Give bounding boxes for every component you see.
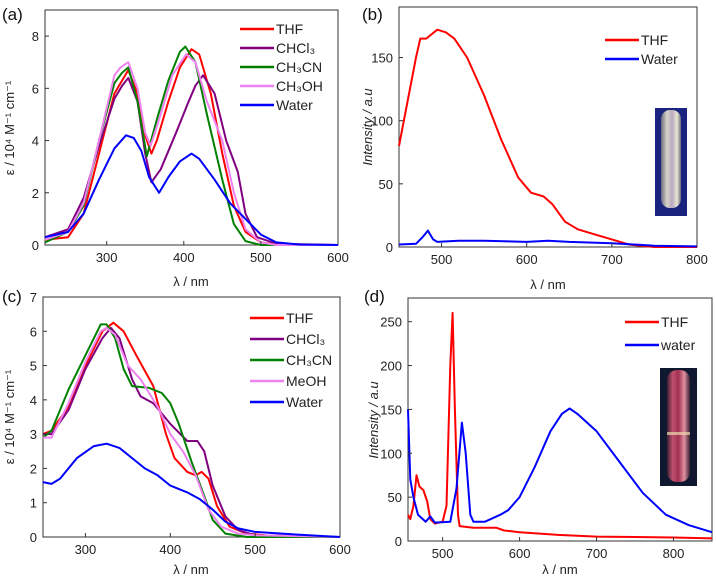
y-tick-label: 200 — [380, 359, 402, 374]
legend-label: CH₃CN — [286, 352, 332, 368]
y-tick-label: 6 — [32, 81, 39, 96]
series-line-chcl — [44, 74, 339, 246]
x-tick-label: 400 — [159, 542, 181, 557]
x-tick-label: 300 — [96, 250, 118, 265]
series-line-choh — [44, 53, 338, 246]
y-tick-label: 0 — [32, 238, 39, 253]
legend-label: Water — [286, 394, 323, 410]
x-tick-label: 300 — [75, 542, 97, 557]
legend-label: Water — [276, 97, 313, 113]
y-tick-label: 50 — [379, 177, 393, 192]
y-tick-label: 2 — [30, 461, 37, 476]
chart-panel-d: THF water 500 600 700 800 0 50 100 150 200 250 (d) λ … — [364, 287, 713, 577]
y-axis-label: Intensity / a.u — [360, 88, 375, 165]
y-tick-label: 4 — [32, 134, 39, 149]
legend-label: Water — [641, 51, 678, 67]
panel-label: (a) — [2, 5, 23, 24]
series-line-chcn — [44, 45, 338, 246]
legend-label: THF — [641, 32, 668, 48]
x-axis-label: λ / nm — [173, 562, 208, 577]
x-tick-label: 500 — [250, 250, 272, 265]
y-tick-label: 3 — [30, 427, 37, 442]
y-tick-label: 250 — [380, 315, 402, 330]
plot-frame — [42, 296, 341, 538]
x-tick-label: 600 — [327, 250, 349, 265]
chart-panel-a: THF CHCl₃ CH₃CN CH₃OH Water 300 400 500 600 0 2 4 6 8… — [2, 5, 349, 289]
series-line-water — [42, 442, 341, 538]
legend-label: CH₃OH — [276, 78, 323, 94]
y-tick-label: 4 — [30, 393, 37, 408]
legend-label: THF — [276, 21, 303, 37]
legend-label: water — [660, 337, 696, 353]
y-tick-label: 5 — [30, 359, 37, 374]
y-tick-label: 50 — [388, 490, 402, 505]
series-line-water — [407, 407, 713, 534]
test-tube-inset-water — [660, 368, 697, 486]
x-axis-label: λ / nm — [530, 277, 565, 292]
x-axis-label: λ / nm — [173, 274, 208, 289]
chart-panel-b: THF Water 500 600 700 800 0 50 100 150 (b) λ / nm In… — [360, 5, 708, 292]
y-tick-label: 1 — [30, 496, 37, 511]
plot-frame — [44, 9, 339, 246]
legend-label: THF — [661, 314, 688, 330]
legend-label: CH₃CN — [276, 59, 322, 75]
legend-label: CHCl₃ — [276, 40, 315, 56]
y-tick-label: 0 — [30, 530, 37, 545]
legend-label: MeOH — [286, 373, 326, 389]
y-tick-label: 100 — [371, 114, 393, 129]
series-line-chcn — [42, 323, 340, 538]
test-tube-inset-thf — [655, 108, 687, 216]
panel-label: (c) — [2, 287, 22, 306]
legend-label: CHCl₃ — [286, 331, 325, 347]
y-axis-label: ε / 10⁴ M⁻¹ cm⁻¹ — [2, 369, 17, 464]
y-tick-label: 2 — [32, 186, 39, 201]
x-tick-label: 500 — [432, 546, 454, 561]
legend-label: THF — [286, 310, 313, 326]
y-tick-label: 0 — [395, 534, 402, 549]
series-line-meoh — [43, 326, 341, 538]
x-tick-label: 600 — [509, 546, 531, 561]
chart-panel-c: THF CHCl₃ CH₃CN MeOH Water 300 400 500 600 0 1 2 3 4 5… — [2, 287, 351, 577]
series-line-water — [44, 134, 339, 246]
y-tick-label: 100 — [380, 446, 402, 461]
plot-frame — [398, 6, 698, 248]
series-line-thf — [398, 28, 697, 248]
series-line-water — [398, 229, 698, 248]
x-tick-label: 800 — [663, 546, 685, 561]
x-tick-label: 800 — [686, 252, 708, 267]
x-tick-label: 600 — [516, 252, 538, 267]
panel-label: (b) — [362, 5, 383, 24]
series-line-chcl — [43, 326, 341, 538]
x-tick-label: 500 — [244, 542, 266, 557]
series-line-thf — [407, 311, 713, 540]
y-tick-label: 150 — [371, 51, 393, 66]
x-tick-label: 400 — [173, 250, 195, 265]
y-tick-label: 8 — [32, 29, 39, 44]
x-axis-label: λ / nm — [542, 562, 577, 577]
panel-label: (d) — [364, 287, 385, 306]
x-tick-label: 700 — [586, 546, 608, 561]
x-tick-label: 500 — [431, 252, 453, 267]
y-tick-label: 6 — [30, 324, 37, 339]
x-tick-label: 700 — [601, 252, 623, 267]
y-axis-label: ε / 10⁴ M⁻¹ cm⁻¹ — [2, 80, 17, 175]
y-tick-label: 7 — [30, 290, 37, 305]
x-tick-label: 600 — [329, 542, 351, 557]
y-tick-label: 150 — [380, 402, 402, 417]
y-axis-label: Intensity / a.u — [366, 381, 381, 458]
y-tick-label: 0 — [386, 240, 393, 255]
